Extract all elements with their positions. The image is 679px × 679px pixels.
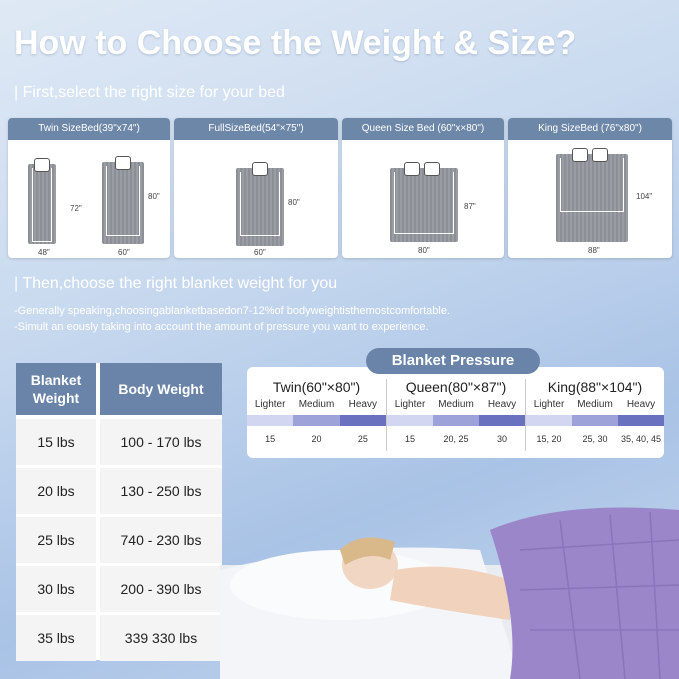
bed-card-title: King SizeBed (76"x80") <box>508 118 672 140</box>
pressure-group: Queen(80"×87") Lighter Medium Heavy 15 20, 25… <box>386 379 525 451</box>
dim-label: 72" <box>70 204 82 213</box>
header-blanket-weight: Blanket Weight <box>16 363 96 415</box>
bed-card-full: FullSizeBed(54"×75") 80" 60" <box>174 118 338 258</box>
dim-label: 60" <box>118 248 130 257</box>
level-label: Medium <box>577 399 613 410</box>
bed-icon <box>236 162 284 246</box>
dim-label: 60" <box>254 248 266 257</box>
body-weight-cell: 200 - 390 lbs <box>100 566 222 612</box>
blanket-weight-cell: 20 lbs <box>16 468 96 514</box>
dim-label: 80" <box>148 192 160 201</box>
level-bar <box>387 415 433 426</box>
note: -Simult an eously taking into account th… <box>14 321 429 333</box>
pressure-group: King(88"×104") Lighter Medium Heavy 15, 20 25… <box>525 379 664 451</box>
section-heading-weight: | Then,choose the right blanket weight f… <box>14 275 338 292</box>
level-value: 25, 30 <box>582 434 608 444</box>
dim-label: 80" <box>288 198 300 207</box>
bed-card-title: FullSizeBed(54"×75") <box>174 118 338 140</box>
pressure-group-name: Twin(60"×80") <box>272 379 361 395</box>
level-label: Lighter <box>394 399 426 410</box>
level-value: 15, 20 <box>536 434 562 444</box>
pressure-group-name: Queen(80"×87") <box>405 379 507 395</box>
dim-label: 87" <box>464 202 476 211</box>
sleeping-woman-photo <box>220 507 679 679</box>
bed-icon <box>390 162 458 242</box>
pressure-title: Blanket Pressure <box>366 348 540 374</box>
level-value: 30 <box>496 434 507 444</box>
bed-icon <box>28 158 56 244</box>
level-label: Lighter <box>533 399 565 410</box>
level-bar <box>572 415 618 426</box>
level-bar <box>479 415 525 426</box>
body-weight-cell: 130 - 250 lbs <box>100 468 222 514</box>
pressure-box: Twin(60"×80") Lighter Medium Heavy 15 20 25 Que… <box>247 367 664 458</box>
level-value: 20 <box>311 434 322 444</box>
bed-card-king: King SizeBed (76"x80") 104" 88" <box>508 118 672 258</box>
header-body-weight: Body Weight <box>100 363 222 415</box>
level-value: 15 <box>404 434 415 444</box>
pressure-group-name: King(88"×104") <box>547 379 643 395</box>
level-label: Heavy <box>626 399 656 410</box>
level-label: Heavy <box>348 399 377 410</box>
bed-card-queen: Queen Size Bed (60"x×80") 87" 80" <box>342 118 504 258</box>
level-label: Lighter <box>254 399 286 410</box>
dim-label: 104" <box>636 192 653 201</box>
blanket-weight-cell: 25 lbs <box>16 517 96 563</box>
level-bar <box>339 415 386 426</box>
bed-card-twin: Twin SizeBed(39"x74") 72" 48" 80" 60" <box>8 118 170 258</box>
body-weight-cell: 339 330 lbs <box>100 615 222 661</box>
pressure-group: Twin(60"×80") Lighter Medium Heavy 15 20 25 <box>247 379 386 451</box>
level-label: Medium <box>438 399 474 410</box>
bed-card-title: Queen Size Bed (60"x×80") <box>342 118 504 140</box>
level-bar <box>618 415 664 426</box>
section-heading-size: | First,select the right size for your b… <box>14 84 285 101</box>
level-value: 20, 25 <box>443 434 469 444</box>
level-label: Heavy <box>487 399 517 410</box>
dim-label: 48" <box>38 248 50 257</box>
blanket-weight-cell: 15 lbs <box>16 419 96 465</box>
bed-card-title: Twin SizeBed(39"x74") <box>8 118 170 140</box>
note: -Generally speaking,choosingablanketbase… <box>14 305 450 317</box>
level-bar <box>526 415 572 426</box>
level-bar <box>433 415 479 426</box>
blanket-weight-cell: 35 lbs <box>16 615 96 661</box>
blanket-weight-cell: 30 lbs <box>16 566 96 612</box>
page-title: How to Choose the Weight & Size? <box>14 24 577 62</box>
dim-label: 88" <box>588 246 600 255</box>
bed-icon <box>556 148 628 242</box>
dim-label: 80" <box>418 246 430 255</box>
bed-icon <box>102 156 144 244</box>
level-label: Medium <box>298 399 335 410</box>
level-bar <box>293 415 340 426</box>
level-value: 25 <box>357 434 368 444</box>
level-value: 15 <box>265 434 276 444</box>
weight-table: Blanket Weight Body Weight 15 lbs 100 - 1… <box>16 363 222 661</box>
level-value: 35, 40, 45 <box>620 434 662 444</box>
level-bar <box>247 415 294 426</box>
body-weight-cell: 100 - 170 lbs <box>100 419 222 465</box>
body-weight-cell: 740 - 230 lbs <box>100 517 222 563</box>
